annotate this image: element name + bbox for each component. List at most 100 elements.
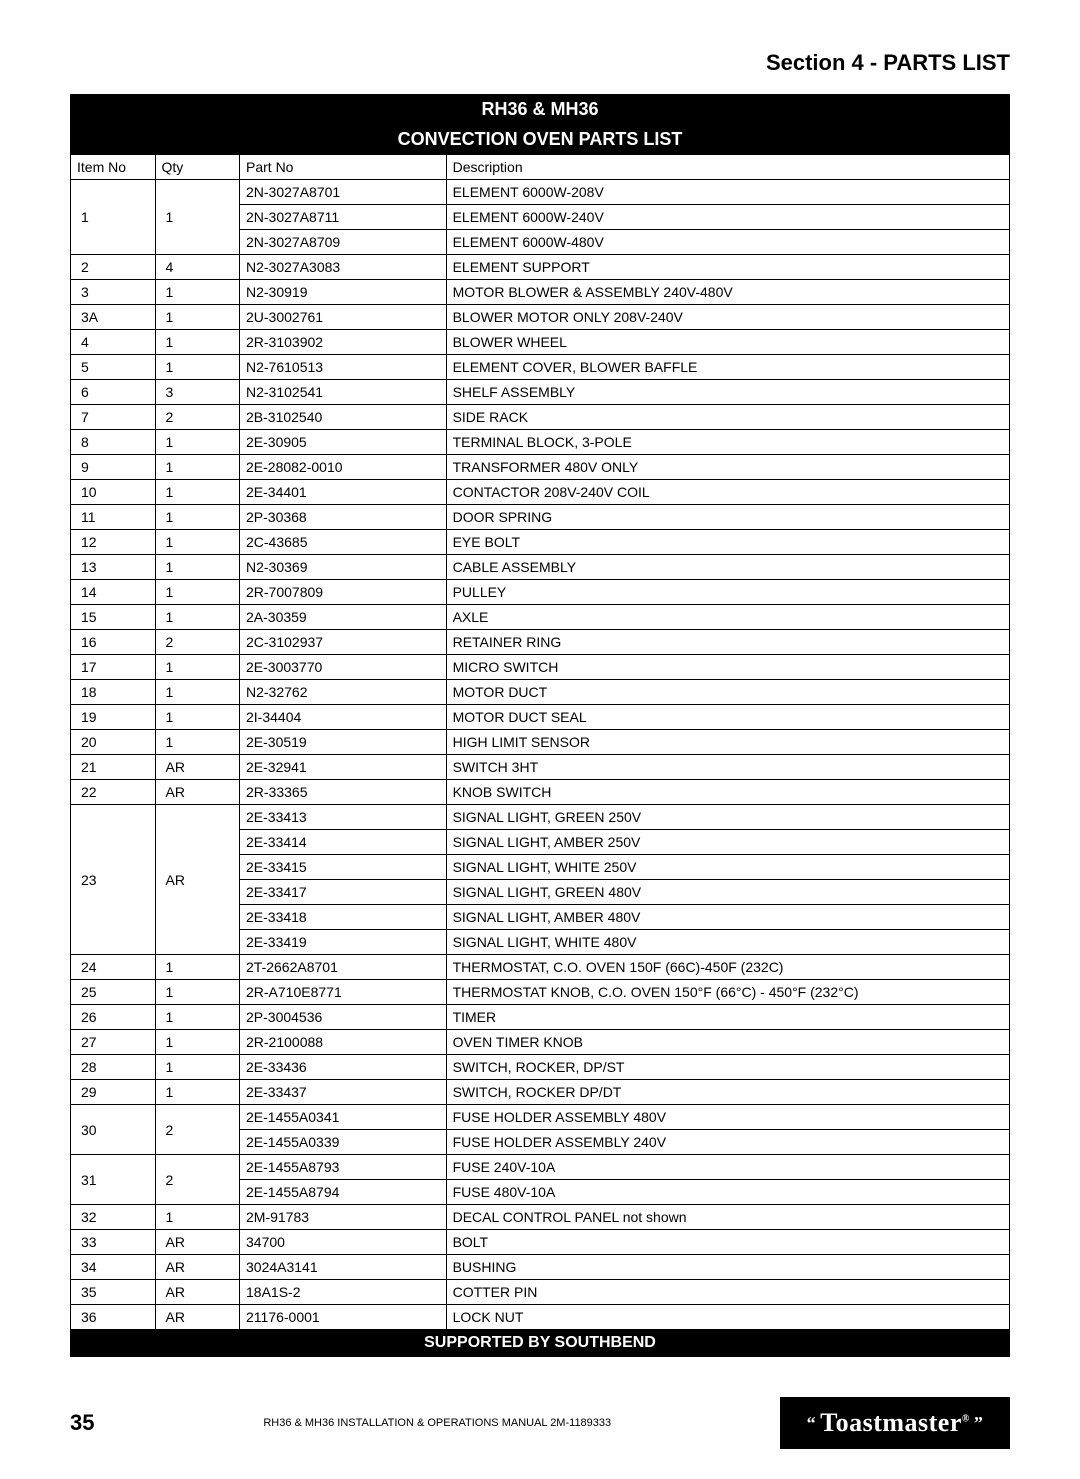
cell-part: N2-3102541 [240,380,447,405]
cell-item: 15 [71,605,156,630]
cell-part: 2E-33415 [240,855,447,880]
table-row: 812E-30905TERMINAL BLOCK, 3-POLE [71,430,1010,455]
col-qty: Qty [155,155,240,180]
cell-qty: 1 [155,1080,240,1105]
cell-qty: 1 [155,430,240,455]
cell-qty: 1 [155,705,240,730]
cell-item: 25 [71,980,156,1005]
page-number: 35 [70,1410,94,1436]
cell-desc: PULLEY [446,580,1009,605]
cell-part: 2E-1455A0339 [240,1130,447,1155]
cell-item: 8 [71,430,156,455]
table-header-model: RH36 & MH36 [71,95,1010,125]
cell-desc: SIGNAL LIGHT, AMBER 480V [446,905,1009,930]
cell-qty: 3 [155,380,240,405]
cell-part: 2E-33414 [240,830,447,855]
cell-item: 22 [71,780,156,805]
cell-desc: SWITCH 3HT [446,755,1009,780]
cell-desc: FUSE 240V-10A [446,1155,1009,1180]
cell-desc: COTTER PIN [446,1280,1009,1305]
cell-desc: OVEN TIMER KNOB [446,1030,1009,1055]
table-footer: SUPPORTED BY SOUTHBEND [71,1330,1010,1357]
cell-item: 21 [71,755,156,780]
cell-qty: 2 [155,630,240,655]
table-row: 1012E-34401CONTACTOR 208V-240V COIL [71,480,1010,505]
cell-desc: THERMOSTAT KNOB, C.O. OVEN 150°F (66°C) … [446,980,1009,1005]
cell-part: 2T-2662A8701 [240,955,447,980]
cell-part: 2I-34404 [240,705,447,730]
table-footer-text: SUPPORTED BY SOUTHBEND [71,1330,1010,1357]
cell-qty: AR [155,1305,240,1330]
cell-qty: 1 [155,980,240,1005]
cell-qty: AR [155,1280,240,1305]
cell-desc: TRANSFORMER 480V ONLY [446,455,1009,480]
cell-part: 2E-3003770 [240,655,447,680]
cell-desc: HIGH LIMIT SENSOR [446,730,1009,755]
cell-qty: AR [155,755,240,780]
cell-qty: 1 [155,455,240,480]
cell-desc: ELEMENT 6000W-480V [446,230,1009,255]
table-row: 3122E-1455A8793FUSE 240V-10A [71,1155,1010,1180]
table-row: 131N2-30369CABLE ASSEMBLY [71,555,1010,580]
cell-item: 9 [71,455,156,480]
cell-desc: CONTACTOR 208V-240V COIL [446,480,1009,505]
cell-item: 28 [71,1055,156,1080]
cell-desc: DECAL CONTROL PANEL not shown [446,1205,1009,1230]
cell-qty: 2 [155,405,240,430]
table-row: 1912I-34404MOTOR DUCT SEAL [71,705,1010,730]
cell-desc: FUSE 480V-10A [446,1180,1009,1205]
cell-item: 16 [71,630,156,655]
cell-desc: SWITCH, ROCKER, DP/ST [446,1055,1009,1080]
cell-desc: THERMOSTAT, C.O. OVEN 150F (66C)-450F (2… [446,955,1009,980]
cell-qty: 1 [155,1030,240,1055]
cell-desc: ELEMENT 6000W-208V [446,180,1009,205]
cell-part: 2C-43685 [240,530,447,555]
cell-part: N2-32762 [240,680,447,705]
logo-quote-right-icon: ” [970,1413,988,1434]
cell-part: 2R-A710E8771 [240,980,447,1005]
cell-desc: MOTOR DUCT [446,680,1009,705]
cell-item: 1 [71,180,156,255]
cell-desc: BOLT [446,1230,1009,1255]
cell-qty: AR [155,1255,240,1280]
cell-part: 2P-3004536 [240,1005,447,1030]
table-row: 2412T-2662A8701THERMOSTAT, C.O. OVEN 150… [71,955,1010,980]
cell-desc: SIGNAL LIGHT, GREEN 250V [446,805,1009,830]
cell-item: 6 [71,380,156,405]
cell-qty: 1 [155,480,240,505]
table-row: 1112P-30368DOOR SPRING [71,505,1010,530]
cell-part: N2-30919 [240,280,447,305]
cell-desc: SIGNAL LIGHT, AMBER 250V [446,830,1009,855]
table-row: 21AR2E-32941SWITCH 3HT [71,755,1010,780]
cell-item: 23 [71,805,156,955]
cell-part: 2M-91783 [240,1205,447,1230]
cell-desc: BUSHING [446,1255,1009,1280]
parts-table: RH36 & MH36 CONVECTION OVEN PARTS LIST I… [70,94,1010,1357]
table-row: 24N2-3027A3083ELEMENT SUPPORT [71,255,1010,280]
col-desc: Description [446,155,1009,180]
table-row: 63N2-3102541SHELF ASSEMBLY [71,380,1010,405]
cell-qty: 1 [155,555,240,580]
cell-desc: SIGNAL LIGHT, WHITE 480V [446,930,1009,955]
cell-qty: 1 [155,680,240,705]
table-row: 2712R-2100088OVEN TIMER KNOB [71,1030,1010,1055]
cell-qty: 1 [155,1055,240,1080]
cell-item: 7 [71,405,156,430]
table-row: 1412R-7007809PULLEY [71,580,1010,605]
cell-part: 21176-0001 [240,1305,447,1330]
cell-part: N2-30369 [240,555,447,580]
cell-desc: TIMER [446,1005,1009,1030]
cell-part: 2E-1455A8793 [240,1155,447,1180]
cell-part: 2R-7007809 [240,580,447,605]
cell-qty: 4 [155,255,240,280]
cell-item: 36 [71,1305,156,1330]
cell-desc: MOTOR BLOWER & ASSEMBLY 240V-480V [446,280,1009,305]
cell-part: 2E-30519 [240,730,447,755]
cell-item: 17 [71,655,156,680]
table-body: 112N-3027A8701ELEMENT 6000W-208V2N-3027A… [71,180,1010,1330]
cell-item: 29 [71,1080,156,1105]
cell-desc: MICRO SWITCH [446,655,1009,680]
cell-part: 2N-3027A8701 [240,180,447,205]
cell-desc: RETAINER RING [446,630,1009,655]
cell-item: 14 [71,580,156,605]
